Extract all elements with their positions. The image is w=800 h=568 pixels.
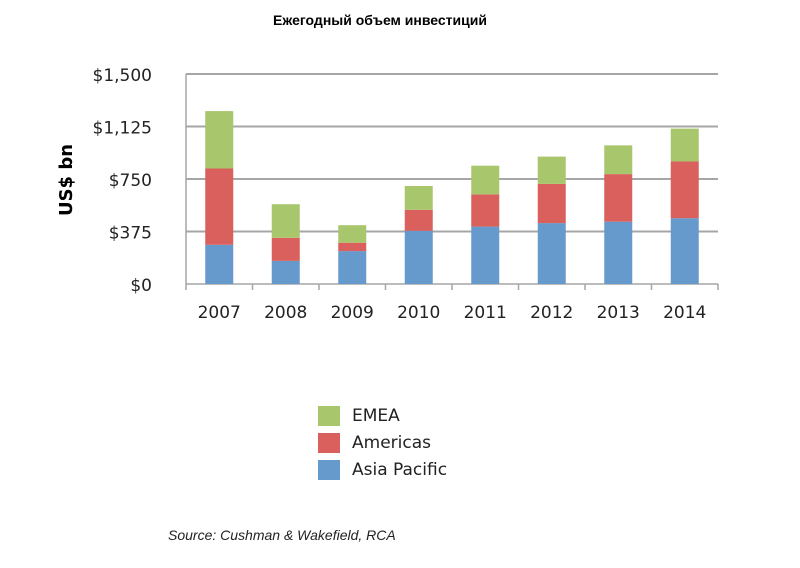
x-tick-label: 2011 bbox=[464, 303, 507, 323]
legend-label-asia-pacific: Asia Pacific bbox=[352, 459, 448, 480]
y-tick-label: $1,125 bbox=[93, 119, 152, 139]
legend-swatch-asia-pacific bbox=[318, 459, 340, 480]
bar-asia-pacific-2010 bbox=[404, 230, 433, 284]
legend-swatch-americas bbox=[318, 432, 340, 453]
bar-asia-pacific-2008 bbox=[271, 260, 300, 284]
bar-americas-2007 bbox=[205, 168, 234, 245]
bar-emea-2008 bbox=[271, 204, 300, 238]
bar-emea-2011 bbox=[471, 165, 500, 195]
bar-asia-pacific-2013 bbox=[604, 221, 633, 284]
bar-asia-pacific-2014 bbox=[670, 218, 699, 284]
bar-americas-2010 bbox=[404, 209, 433, 231]
legend-swatch-emea bbox=[318, 405, 340, 426]
legend-label-emea: EMEA bbox=[352, 405, 400, 426]
bar-asia-pacific-2007 bbox=[205, 244, 234, 284]
y-tick-label: $0 bbox=[130, 276, 152, 296]
y-tick-label: $375 bbox=[109, 224, 152, 244]
y-axis-title: US$ bn bbox=[56, 144, 77, 216]
chart-title: Ежегодный объем инвестиций bbox=[273, 12, 487, 28]
bar-asia-pacific-2011 bbox=[471, 226, 500, 284]
bar-emea-2007 bbox=[205, 111, 234, 169]
bar-americas-2014 bbox=[670, 161, 699, 219]
bar-americas-2011 bbox=[471, 194, 500, 227]
y-tick-label: $1,500 bbox=[93, 66, 152, 86]
bar-americas-2009 bbox=[338, 242, 367, 252]
chart-legend: EMEA Americas Asia Pacific bbox=[318, 402, 447, 483]
bar-emea-2013 bbox=[604, 145, 633, 175]
x-tick-label: 2009 bbox=[331, 303, 374, 323]
x-tick-label: 2010 bbox=[397, 303, 440, 323]
bar-americas-2012 bbox=[537, 183, 566, 224]
y-tick-label: $750 bbox=[109, 171, 152, 191]
x-tick-label: 2012 bbox=[530, 303, 573, 323]
bar-americas-2013 bbox=[604, 174, 633, 222]
x-tick-label: 2014 bbox=[663, 303, 706, 323]
bar-emea-2012 bbox=[537, 156, 566, 184]
bar-emea-2010 bbox=[404, 186, 433, 210]
bar-asia-pacific-2012 bbox=[537, 223, 566, 284]
legend-item-emea: EMEA bbox=[318, 402, 447, 429]
x-tick-label: 2008 bbox=[264, 303, 307, 323]
x-tick-label: 2013 bbox=[597, 303, 640, 323]
bar-americas-2008 bbox=[271, 237, 300, 261]
bar-asia-pacific-2009 bbox=[338, 251, 367, 284]
legend-item-americas: Americas bbox=[318, 429, 447, 456]
bar-emea-2009 bbox=[338, 225, 367, 243]
legend-label-americas: Americas bbox=[352, 432, 431, 453]
source-note: Source: Cushman & Wakefield, RCA bbox=[168, 527, 396, 543]
bar-emea-2014 bbox=[670, 128, 699, 162]
x-tick-label: 2007 bbox=[198, 303, 241, 323]
legend-item-asia-pacific: Asia Pacific bbox=[318, 456, 447, 483]
